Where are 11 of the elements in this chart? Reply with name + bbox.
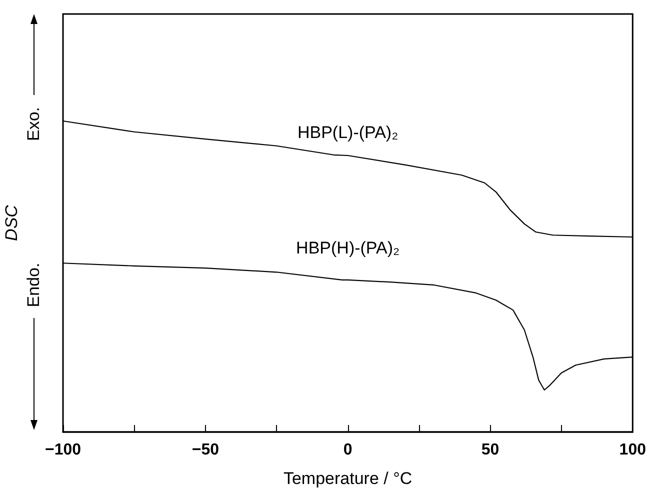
text: Endo. bbox=[24, 262, 44, 308]
x-tick-label: −100 bbox=[44, 442, 82, 458]
x-tick-label: −50 bbox=[192, 442, 220, 458]
x-axis-title: Temperature / °C bbox=[283, 469, 412, 488]
x-tick-label: 0 bbox=[343, 442, 352, 458]
x-tick-label: 100 bbox=[619, 442, 646, 458]
series-label: HBP(L)-(PA)₂ bbox=[297, 123, 398, 142]
y-axis-title: DSC bbox=[2, 205, 22, 241]
x-tick-label: 50 bbox=[481, 442, 500, 458]
text: Exo. bbox=[24, 106, 44, 142]
series-label: HBP(H)-(PA)₂ bbox=[296, 238, 400, 258]
